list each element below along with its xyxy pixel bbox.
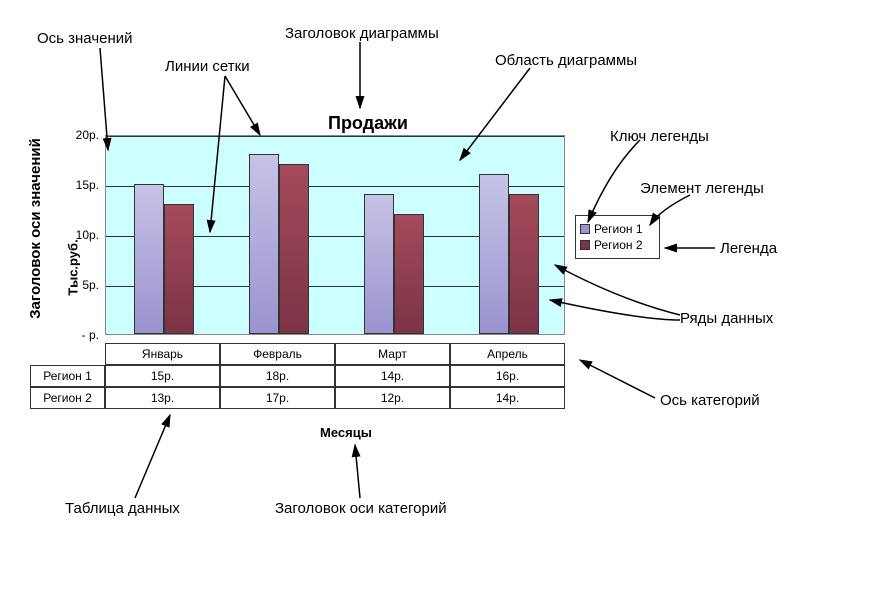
legend-swatch-icon xyxy=(580,224,590,234)
table-row-head: Регион 2 xyxy=(30,387,105,409)
callout-gridlines: Линии сетки xyxy=(165,58,250,75)
x-axis-title: Месяцы xyxy=(320,425,372,440)
legend-box: Регион 1 Регион 2 xyxy=(575,215,660,259)
legend-swatch-icon xyxy=(580,240,590,250)
callout-xaxis-title: Заголовок оси категорий xyxy=(275,500,447,517)
table-cell: 14р. xyxy=(335,365,450,387)
bar-series-1 xyxy=(479,174,509,334)
bar-series-2 xyxy=(394,214,424,334)
gridline xyxy=(106,136,564,137)
callout-category-axis: Ось категорий xyxy=(660,392,760,409)
table-row-head: Регион 1 xyxy=(30,365,105,387)
category-cell: Февраль xyxy=(220,343,335,365)
bar-series-2 xyxy=(509,194,539,334)
callout-value-axis: Ось значений xyxy=(37,30,133,47)
callout-legend-key: Ключ легенды xyxy=(610,128,709,145)
y-tick: 5р. xyxy=(39,278,99,292)
table-cell: 18р. xyxy=(220,365,335,387)
callout-data-series: Ряды данных xyxy=(680,310,773,327)
callout-legend: Легенда xyxy=(720,240,777,257)
bar-series-1 xyxy=(249,154,279,334)
bar-series-1 xyxy=(134,184,164,334)
legend-label: Регион 2 xyxy=(594,238,643,252)
callout-legend-item: Элемент легенды xyxy=(640,180,764,197)
table-cell: 14р. xyxy=(450,387,565,409)
table-cell: 12р. xyxy=(335,387,450,409)
bar-series-2 xyxy=(279,164,309,334)
table-cell: 17р. xyxy=(220,387,335,409)
bar-series-1 xyxy=(364,194,394,334)
bar-series-2 xyxy=(164,204,194,334)
category-cell: Март xyxy=(335,343,450,365)
plot-area xyxy=(105,135,565,335)
legend-item: Регион 2 xyxy=(580,238,655,252)
callout-chart-title: Заголовок диаграммы xyxy=(285,25,439,42)
y-tick: 15р. xyxy=(39,178,99,192)
legend-item: Регион 1 xyxy=(580,222,655,236)
category-cell: Январь xyxy=(105,343,220,365)
callout-data-table: Таблица данных xyxy=(65,500,180,517)
table-cell: 16р. xyxy=(450,365,565,387)
y-tick: 20р. xyxy=(39,128,99,142)
table-cell: 15р. xyxy=(105,365,220,387)
y-tick: 10р. xyxy=(39,228,99,242)
legend-label: Регион 1 xyxy=(594,222,643,236)
callout-chart-area: Область диаграммы xyxy=(495,52,637,69)
y-tick: - р. xyxy=(39,328,99,342)
table-cell: 13р. xyxy=(105,387,220,409)
category-cell: Апрель xyxy=(450,343,565,365)
chart-title: Продажи xyxy=(328,113,408,134)
